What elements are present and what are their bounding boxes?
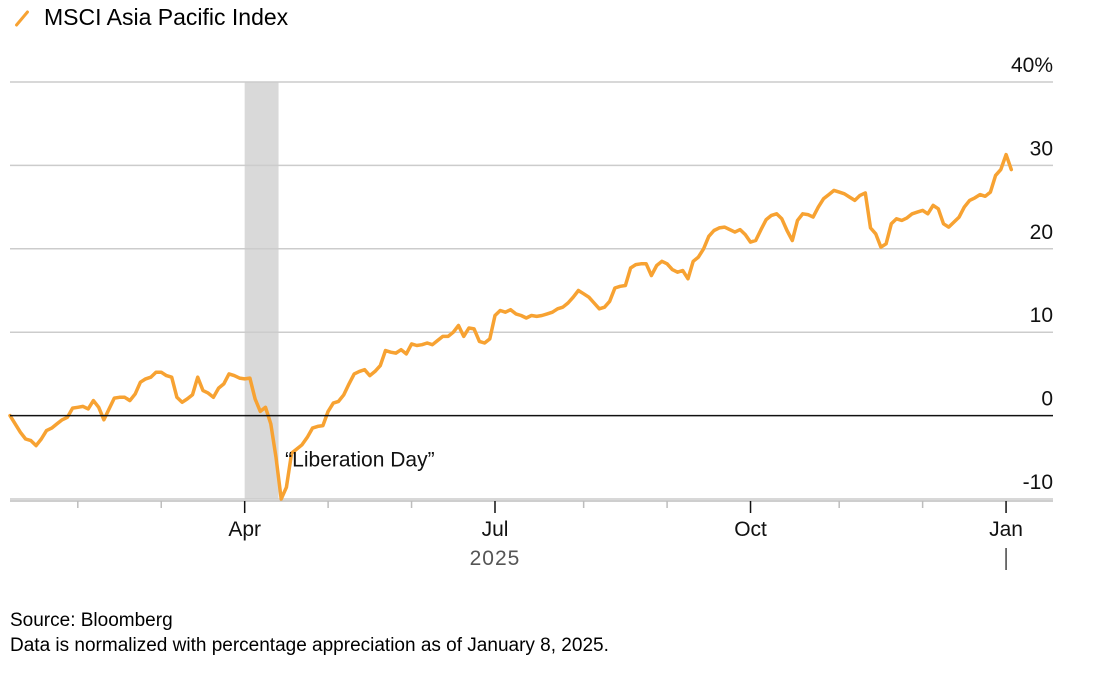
year-label: 2025 — [470, 547, 521, 570]
y-tick-label: 20 — [1030, 221, 1053, 244]
x-tick-label: Apr — [228, 518, 261, 541]
line-chart: 40% 30 20 10 0 -10 Apr Jul Oct Jan 2025 “Liberation… — [8, 54, 1053, 570]
y-tick-label: 0 — [1041, 388, 1053, 411]
legend-label: MSCI Asia Pacific Index — [44, 4, 289, 30]
y-tick-label: -10 — [1023, 471, 1053, 494]
x-tick-label: Oct — [734, 518, 767, 541]
x-tick-label: Jan — [989, 518, 1023, 541]
data-note: Data is normalized with percentage appre… — [10, 635, 609, 656]
y-tick-label: 10 — [1030, 304, 1053, 327]
footnote: Source: Bloomberg Data is normalized wit… — [10, 608, 609, 658]
legend: MSCI Asia Pacific Index — [10, 4, 288, 31]
source-text: Source: Bloomberg — [10, 610, 173, 631]
annotation-label: “Liberation Day” — [285, 448, 434, 471]
x-tick-label: Jul — [482, 518, 509, 541]
y-tick-label: 40% — [1011, 54, 1053, 77]
series-line — [8, 152, 1014, 501]
y-tick-label: 30 — [1030, 137, 1053, 160]
